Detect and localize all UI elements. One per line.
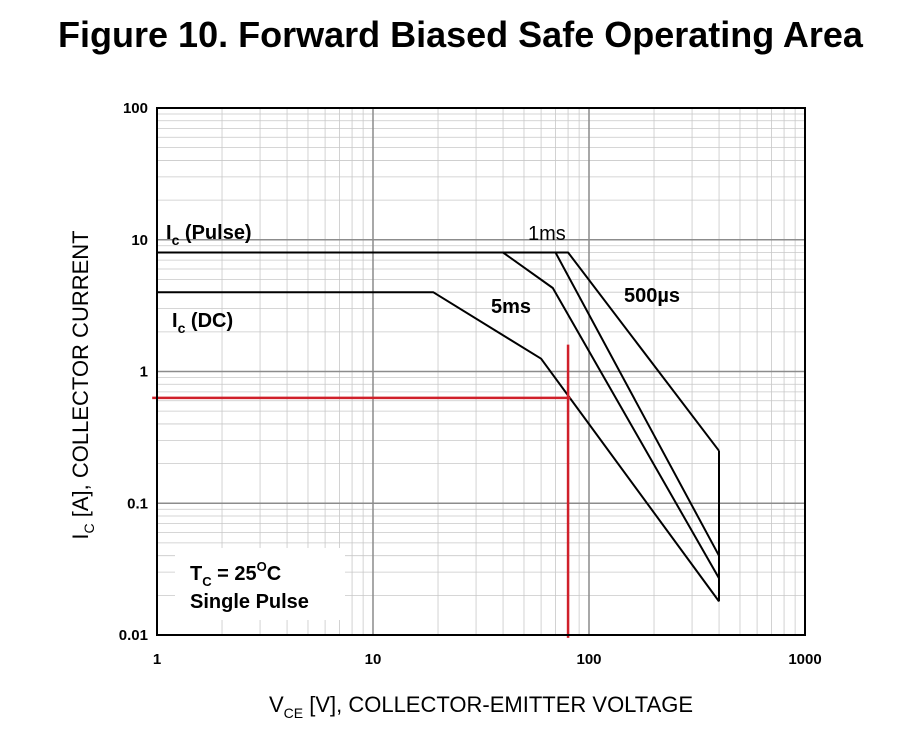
label-5ms: 5ms: [491, 296, 531, 318]
condition-pulse: Single Pulse: [190, 591, 309, 613]
ic-pulse-label: Ic (Pulse): [166, 222, 252, 248]
ic-dc-label: Ic (DC): [172, 310, 233, 336]
curve-500us: [157, 251, 720, 452]
curves: [157, 251, 720, 602]
curve-DC: [157, 291, 720, 602]
x-tick-label: 100: [576, 651, 601, 668]
y-tick-label: 100: [123, 100, 148, 117]
grid: [157, 108, 805, 635]
y-tick-label: 10: [131, 232, 148, 249]
x-tick-label: 1: [153, 651, 161, 668]
y-tick-label: 0.01: [119, 627, 148, 644]
tick-labels: 1 10 100 1000 100 10 1 0.1 0.01: [119, 100, 822, 668]
x-tick-label: 1000: [788, 651, 821, 668]
plot-frame: [156, 107, 806, 636]
y-tick-label: 0.1: [127, 495, 148, 512]
x-tick-label: 10: [365, 651, 382, 668]
label-1ms: 1ms: [528, 223, 566, 245]
condition-temperature: TC = 25OC: [190, 559, 281, 589]
label-500us: 500µs: [624, 285, 680, 307]
figure-title: Figure 10. Forward Biased Safe Operating…: [58, 14, 863, 55]
y-axis-label: IC [A], COLLECTOR CURRENT: [68, 230, 97, 539]
x-axis-label: VCE [V], COLLECTOR-EMITTER VOLTAGE: [269, 692, 693, 721]
conditions-box: TC = 25OC Single Pulse: [175, 548, 345, 620]
marker-lines: [152, 344, 571, 638]
y-tick-label: 1: [140, 364, 148, 381]
